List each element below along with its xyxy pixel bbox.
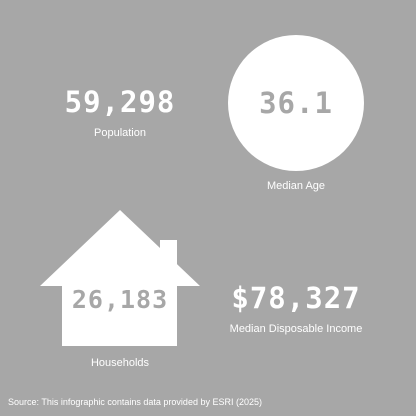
source-note: Source: This infographic contains data p… — [8, 397, 262, 407]
median-age-label: Median Age — [266, 180, 326, 192]
median-income-value: $78,327 — [231, 281, 361, 315]
households-label: Households — [90, 357, 150, 369]
median-age-value: 36.1 — [259, 86, 333, 120]
median-age-circle — [228, 35, 364, 171]
population-label: Population — [94, 127, 146, 139]
households-value: 26,183 — [71, 285, 169, 314]
population-value: 59,298 — [64, 85, 176, 119]
house-icon — [40, 210, 200, 346]
median-income-label: Median Disposable Income — [229, 323, 363, 335]
